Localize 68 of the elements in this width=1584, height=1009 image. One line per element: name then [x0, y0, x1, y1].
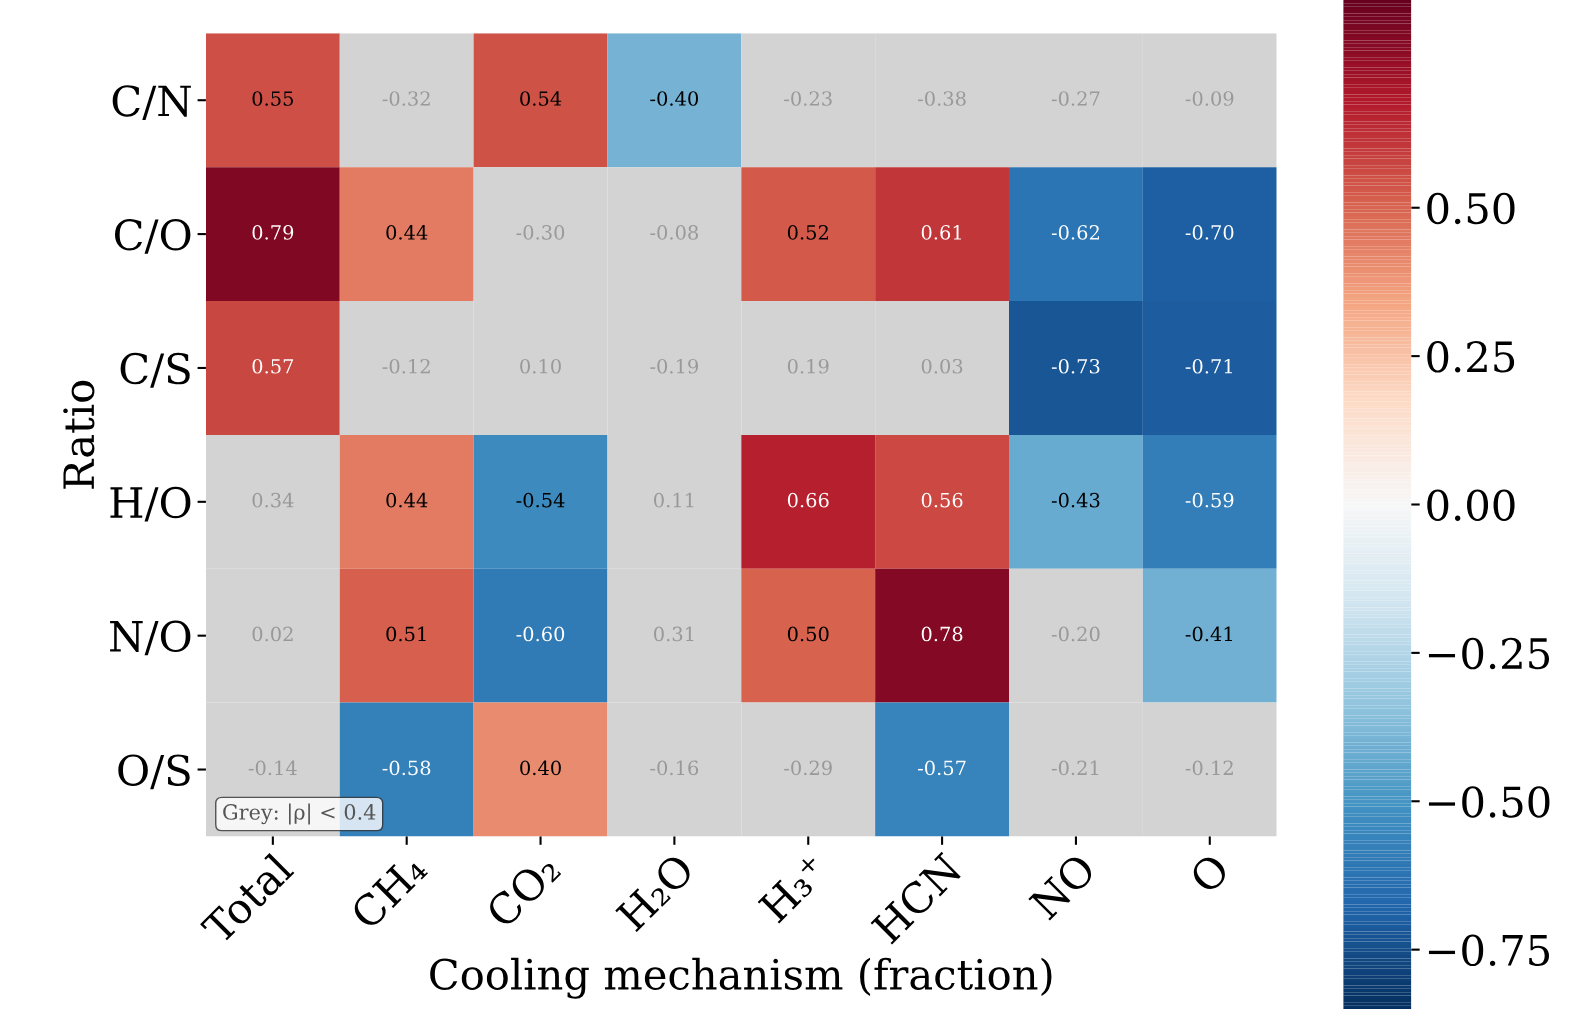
- text: -0.32: [382, 91, 430, 106]
- text: 0.02: [252, 626, 293, 642]
- x-tick-label: H₃⁺: [757, 852, 829, 924]
- color-bar-label: 0.25: [1427, 341, 1515, 373]
- text: -0.14: [248, 760, 297, 776]
- data-label: -0.58: [382, 760, 431, 776]
- data-label: -0.59: [1185, 492, 1234, 508]
- data-label: 0.40: [520, 760, 561, 776]
- color-bar-label: −0.25: [1428, 637, 1550, 670]
- data-label: -0.43: [1051, 492, 1100, 508]
- y-tick-label: C/N: [112, 85, 191, 120]
- color-bar-label: −0.75: [1428, 934, 1550, 967]
- x-tick-label: NO: [1027, 851, 1098, 921]
- data-label: -0.71: [1185, 358, 1232, 374]
- data-label: -0.54: [516, 492, 565, 508]
- text: -0.29: [784, 760, 832, 776]
- data-label: 0.52: [787, 225, 828, 240]
- text: -0.16: [650, 760, 699, 776]
- color-bar-label: 0.00: [1427, 489, 1515, 521]
- data-label: -0.73: [1051, 358, 1100, 374]
- color-bar-label: −0.50: [1428, 786, 1550, 818]
- y-tick-label: N/O: [110, 620, 191, 656]
- data-label: 0.44: [386, 225, 428, 240]
- x-tick-label: CH₄: [348, 851, 429, 931]
- text: 0.31: [654, 626, 694, 642]
- y-tick-label: C/S: [120, 352, 190, 388]
- text: -0.23: [784, 91, 832, 106]
- text: -0.30: [516, 225, 565, 240]
- text: -0.21: [1051, 760, 1099, 776]
- text: -0.09: [1185, 91, 1234, 106]
- x-tick-label: CO₂: [484, 852, 562, 930]
- color-bar-label: 0.50: [1427, 192, 1515, 225]
- data-label: 0.44: [386, 492, 428, 508]
- data-label: -0.60: [516, 626, 565, 642]
- data-label: 0.51: [386, 626, 426, 642]
- text: 0.19: [787, 358, 829, 374]
- text: -0.12: [1185, 760, 1233, 776]
- text: 0.34: [252, 492, 294, 508]
- y-axis-title: Ratio: [63, 380, 95, 489]
- text: -0.38: [918, 91, 966, 106]
- text: -0.08: [650, 225, 699, 240]
- text: -0.12: [382, 358, 430, 374]
- data-label: -0.70: [1185, 225, 1234, 240]
- data-label: -0.40: [650, 91, 699, 106]
- data-label: 0.54: [520, 91, 562, 106]
- data-label: 0.78: [921, 626, 963, 642]
- data-label: 0.56: [921, 492, 963, 508]
- data-label: -0.62: [1051, 225, 1099, 240]
- data-label: -0.41: [1185, 626, 1232, 642]
- data-label: 0.57: [252, 358, 294, 374]
- x-tick-label: O: [1187, 851, 1231, 895]
- text: -0.27: [1051, 91, 1100, 106]
- text: 0.03: [921, 358, 963, 374]
- y-tick-label: H/O: [110, 486, 191, 522]
- text: 0.11: [654, 492, 694, 508]
- annotation: Grey: |ρ| < 0.4: [223, 803, 376, 825]
- data-label: 0.66: [787, 492, 829, 508]
- x-axis-title: Cooling mechanism (fraction): [430, 957, 1052, 999]
- y-tick-label: O/S: [118, 754, 190, 790]
- text: -0.20: [1051, 626, 1100, 642]
- data-label: 0.79: [252, 225, 294, 240]
- y-tick-label: C/O: [114, 218, 191, 254]
- text: 0.10: [520, 358, 561, 374]
- text: -0.19: [650, 358, 699, 374]
- data-label: 0.50: [787, 626, 829, 642]
- data-label: 0.61: [921, 225, 961, 240]
- data-label: 0.55: [252, 91, 293, 106]
- data-label: -0.57: [918, 760, 966, 776]
